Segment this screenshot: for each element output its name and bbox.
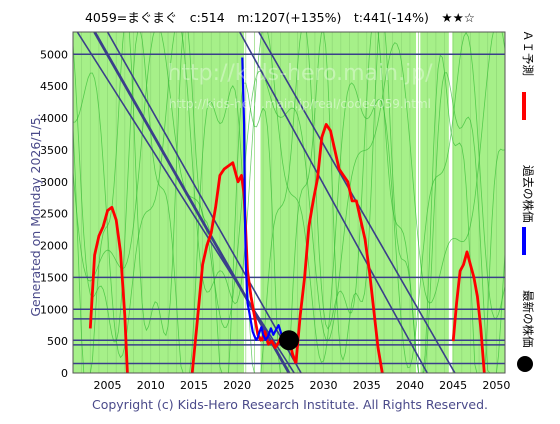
- x-tick-label: 2015: [180, 379, 208, 392]
- legend: ＡＩ予測 過去の株価 最新の株価: [517, 30, 535, 372]
- legend-ai-swatch: [522, 92, 526, 120]
- copyright-footer: Copyright (c) Kids-Hero Research Institu…: [92, 397, 488, 412]
- trend-line-2: [106, 32, 302, 373]
- chart-title: 4059=まぐまぐ c:514 m:1207(+135%) t:441(-14%…: [85, 10, 475, 25]
- ai-forecast-segment-4: [451, 250, 486, 373]
- x-tick-label: 2040: [396, 379, 424, 392]
- y-tick-label: 3500: [40, 144, 68, 157]
- x-tick-label: 2050: [482, 379, 510, 392]
- past-price-line: [241, 57, 288, 341]
- background-wave-3: [73, 32, 505, 342]
- y-tick-label: 0: [61, 367, 68, 380]
- axis-labels: 0 500 1000 1500 2000 2500 3000 3500 4000 4500 5000…: [40, 48, 510, 392]
- y-tick-label: 4000: [40, 112, 68, 125]
- ai-forecast-segment-1: [190, 161, 263, 373]
- y-tick-label: 2500: [40, 208, 68, 221]
- legend-past-label: 過去の株価: [521, 165, 535, 223]
- white-band-1: [416, 32, 421, 373]
- y-tick-label: 5000: [40, 48, 68, 61]
- legend-latest-dot: [517, 356, 533, 372]
- y-tick-label: 4500: [40, 80, 68, 93]
- x-tick-label: 2025: [266, 379, 294, 392]
- background-wave-0: [73, 32, 505, 373]
- plot-inner: http://kids-hero.main.jp/http://kids-her…: [73, 32, 505, 373]
- y-tick-label: 500: [47, 335, 68, 348]
- legend-latest-label: 最新の株価: [521, 290, 535, 348]
- x-tick-label: 2045: [439, 379, 467, 392]
- x-tick-label: 2030: [310, 379, 338, 392]
- x-tick-label: 2035: [353, 379, 381, 392]
- watermark-url-2: http://kids-hero.main.jp/real/code4059.h…: [169, 97, 431, 111]
- trend-line-3: [239, 32, 428, 373]
- y-tick-label: 3000: [40, 176, 68, 189]
- x-tick-label: 2020: [223, 379, 251, 392]
- generated-date-label: Generated on Monday 2026/1/5.: [28, 113, 43, 316]
- y-tick-label: 1000: [40, 303, 68, 316]
- plot-border: [72, 31, 506, 374]
- y-tick-label: 2000: [40, 240, 68, 253]
- latest-price-dot: [279, 330, 299, 351]
- white-band-2: [448, 32, 453, 373]
- x-tick-label: 2005: [94, 379, 122, 392]
- legend-past-swatch: [522, 227, 526, 255]
- background-wave-1: [73, 32, 505, 369]
- ai-forecast-segment-0: [88, 205, 129, 373]
- plot-area: http://kids-hero.main.jp/http://kids-her…: [72, 31, 506, 374]
- x-tick-label: 2010: [137, 379, 165, 392]
- y-tick-label: 1500: [40, 271, 68, 284]
- legend-ai-label: ＡＩ予測: [521, 30, 535, 76]
- watermark-url: http://kids-hero.main.jp/: [167, 61, 433, 86]
- ai-forecast-segment-3: [294, 123, 384, 373]
- trend-line-1: [93, 32, 291, 373]
